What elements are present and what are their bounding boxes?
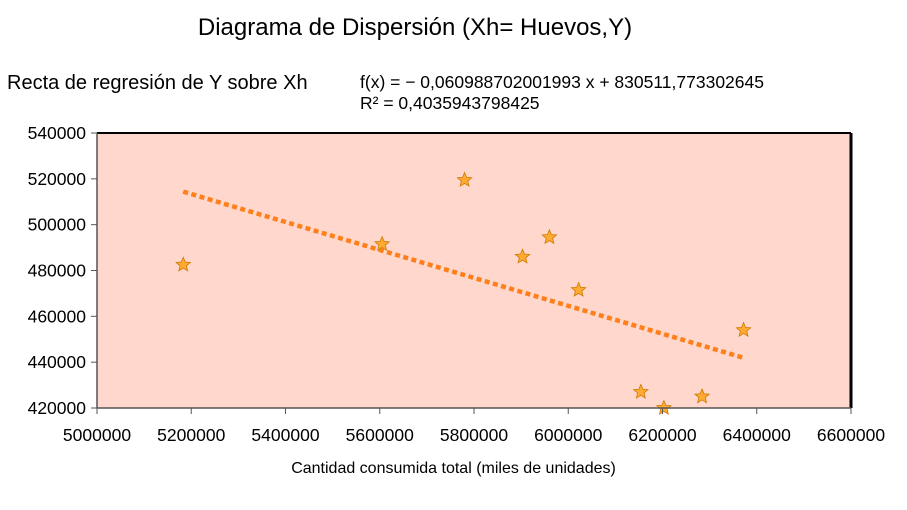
x-tick-label: 5600000 <box>346 425 414 445</box>
x-tick-label: 5200000 <box>157 425 225 445</box>
y-tick-label: 540000 <box>28 123 87 143</box>
data-point-star <box>373 235 391 252</box>
x-tick-label: 5000000 <box>63 425 131 445</box>
x-tick-label: 5800000 <box>440 425 508 445</box>
x-tick-label: 6400000 <box>723 425 791 445</box>
data-point-star <box>541 228 558 245</box>
data-point-star <box>175 256 192 272</box>
plot-area <box>97 133 851 408</box>
x-tick-label: 5400000 <box>251 425 319 445</box>
y-tick-label: 440000 <box>28 352 87 372</box>
y-tick-label: 500000 <box>28 215 87 235</box>
trendline-equation: f(x) = − 0,060988702001993 x + 830511,77… <box>360 72 764 92</box>
y-tick-label: 520000 <box>28 169 87 189</box>
x-tick-label: 6200000 <box>628 425 696 445</box>
x-tick-label: 6600000 <box>817 425 885 445</box>
trendline-legend-label: Recta de regresión de Y sobre Xh <box>7 72 308 94</box>
x-axis-label: Cantidad consumida total (miles de unida… <box>291 460 616 477</box>
data-point-star <box>632 383 649 399</box>
data-point-star <box>735 321 752 337</box>
data-point-star <box>570 281 587 297</box>
data-point-star <box>514 248 531 264</box>
regression-trendline <box>182 189 745 360</box>
y-tick-label: 460000 <box>28 306 87 326</box>
trendline-r-squared: R² = 0,4035943798425 <box>360 93 540 113</box>
trendline-equation-block: f(x) = − 0,060988702001993 x + 830511,77… <box>360 72 764 114</box>
chart-title: Diagrama de Dispersión (Xh= Huevos,Y) <box>197 14 633 41</box>
y-tick-label: 480000 <box>28 261 87 281</box>
data-point-star <box>456 171 473 187</box>
x-tick-label: 6000000 <box>534 425 602 445</box>
y-tick-label: 420000 <box>28 398 87 418</box>
data-point-star <box>693 387 711 404</box>
